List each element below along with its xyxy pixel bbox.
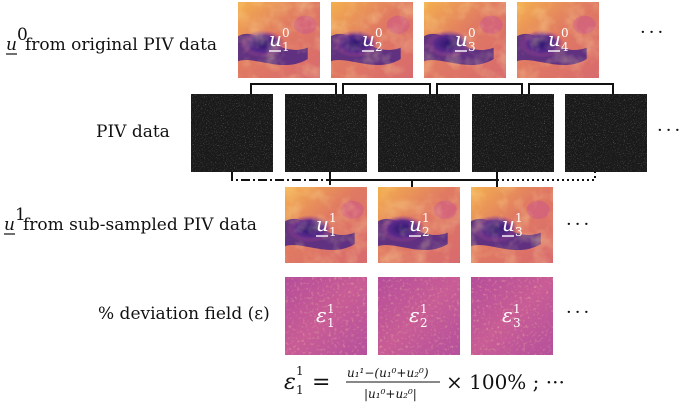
original-row-label: u 0 from original PIV data [6, 25, 217, 55]
original-label-var: u [6, 35, 17, 55]
deviation-tile-2-sup: 1 [420, 302, 428, 316]
formula-lhs-sup: 1 [296, 364, 304, 378]
bracket-sub3 [497, 172, 596, 181]
formula-lhs-var: ε [284, 370, 296, 395]
deviation-tile-2-var: ε [409, 303, 420, 327]
deviation-tile-3-sup: 1 [513, 302, 521, 316]
piv-tiles [191, 94, 647, 172]
deviation-tile-3-sub: 3 [513, 316, 521, 330]
piv-tile-5 [565, 94, 647, 172]
subsampled-tile-1-var: u [316, 212, 329, 236]
bracket-sub1 [231, 172, 331, 188]
piv-tile-3 [378, 94, 460, 172]
lower-brackets [231, 172, 596, 188]
bracket-u4 [528, 83, 614, 95]
deviation-tile-2-sub: 2 [420, 316, 428, 330]
formula-lhs-sub: 1 [296, 383, 304, 397]
original-tile-4-var: u [548, 27, 561, 51]
original-tile-3-sup: 0 [468, 26, 476, 40]
piv-label: PIV data [96, 122, 170, 142]
deviation-tile-1: ε 11 [285, 277, 367, 355]
original-tile-2-sup: 0 [375, 26, 383, 40]
deviation-tile-3-var: ε [502, 303, 513, 327]
original-tile-4: u 04 [517, 2, 599, 78]
formula-times: × 100% ; ··· [446, 370, 565, 394]
subsampled-tile-2: u 12 [378, 187, 460, 263]
deviation-tile-1-sub: 1 [327, 316, 335, 330]
subsampled-tile-3-var: u [502, 212, 515, 236]
subsampled-tile-1-sub: 1 [329, 225, 337, 239]
subsampled-row-label: u 1 from sub-sampled PIV data [4, 205, 257, 235]
deviation-label: % deviation field (ε) [98, 304, 270, 324]
piv-ellipsis: ··· [657, 120, 683, 141]
formula-numerator: u₁¹−(u₁⁰+u₂⁰) [347, 366, 429, 380]
original-tile-1-sup: 0 [282, 26, 290, 40]
deviation-tiles: ε 11 ε 12 ε 13 [285, 277, 553, 355]
bracket-u1 [250, 83, 337, 95]
original-tile-4-sub: 4 [561, 40, 569, 54]
bracket-sub2 [329, 172, 498, 181]
original-label-sup: 0 [17, 25, 28, 45]
original-tiles: u 01 u 02 u 03 u 04 [238, 2, 599, 78]
subsampled-tile-2-sup: 1 [422, 211, 430, 225]
subsampled-label-sup: 1 [15, 205, 26, 225]
original-tile-3-var: u [455, 27, 468, 51]
subsampled-tiles: u 11 u 12 u 13 [285, 187, 553, 263]
subsampled-label-var: u [4, 215, 15, 235]
formula-equals: = [312, 370, 330, 395]
subsampled-tile-1-sup: 1 [329, 211, 337, 225]
bracket-u3 [436, 83, 523, 95]
original-label-text: from original PIV data [25, 35, 217, 55]
deviation-tile-1-sup: 1 [327, 302, 335, 316]
deviation-tile-1-var: ε [316, 303, 327, 327]
original-tile-2-sub: 2 [375, 40, 383, 54]
original-tile-2-var: u [362, 27, 375, 51]
original-tile-2: u 02 [331, 2, 413, 78]
subsampled-tile-3: u 13 [471, 187, 553, 263]
deviation-tile-3: ε 13 [471, 277, 553, 355]
original-ellipsis: ··· [640, 22, 666, 43]
original-tile-3-sub: 3 [468, 40, 476, 54]
original-tile-3: u 03 [424, 2, 506, 78]
deviation-ellipsis: ··· [566, 302, 592, 323]
original-tile-1-sub: 1 [282, 40, 290, 54]
piv-tile-2 [285, 94, 367, 172]
piv-tile-4 [472, 94, 554, 172]
deviation-formula: ε 1 1 = u₁¹−(u₁⁰+u₂⁰) |u₁⁰+u₂⁰| × 100% ;… [284, 364, 565, 401]
bracket-u2 [342, 83, 431, 95]
piv-tile-1 [191, 94, 273, 172]
formula-denominator: |u₁⁰+u₂⁰| [364, 387, 417, 401]
subsampled-tile-2-sub: 2 [422, 225, 430, 239]
original-tile-1: u 01 [238, 2, 320, 78]
subsampled-tile-2-var: u [409, 212, 422, 236]
deviation-tile-2: ε 12 [378, 277, 460, 355]
subsampled-tile-3-sub: 3 [515, 225, 523, 239]
original-tile-4-sup: 0 [561, 26, 569, 40]
original-tile-1-var: u [269, 27, 282, 51]
subsampled-label-text: from sub-sampled PIV data [23, 215, 257, 235]
subsampled-tile-1: u 11 [285, 187, 367, 263]
upper-brackets [250, 83, 614, 95]
subsampled-ellipsis: ··· [566, 214, 592, 235]
subsampled-tile-3-sup: 1 [515, 211, 523, 225]
